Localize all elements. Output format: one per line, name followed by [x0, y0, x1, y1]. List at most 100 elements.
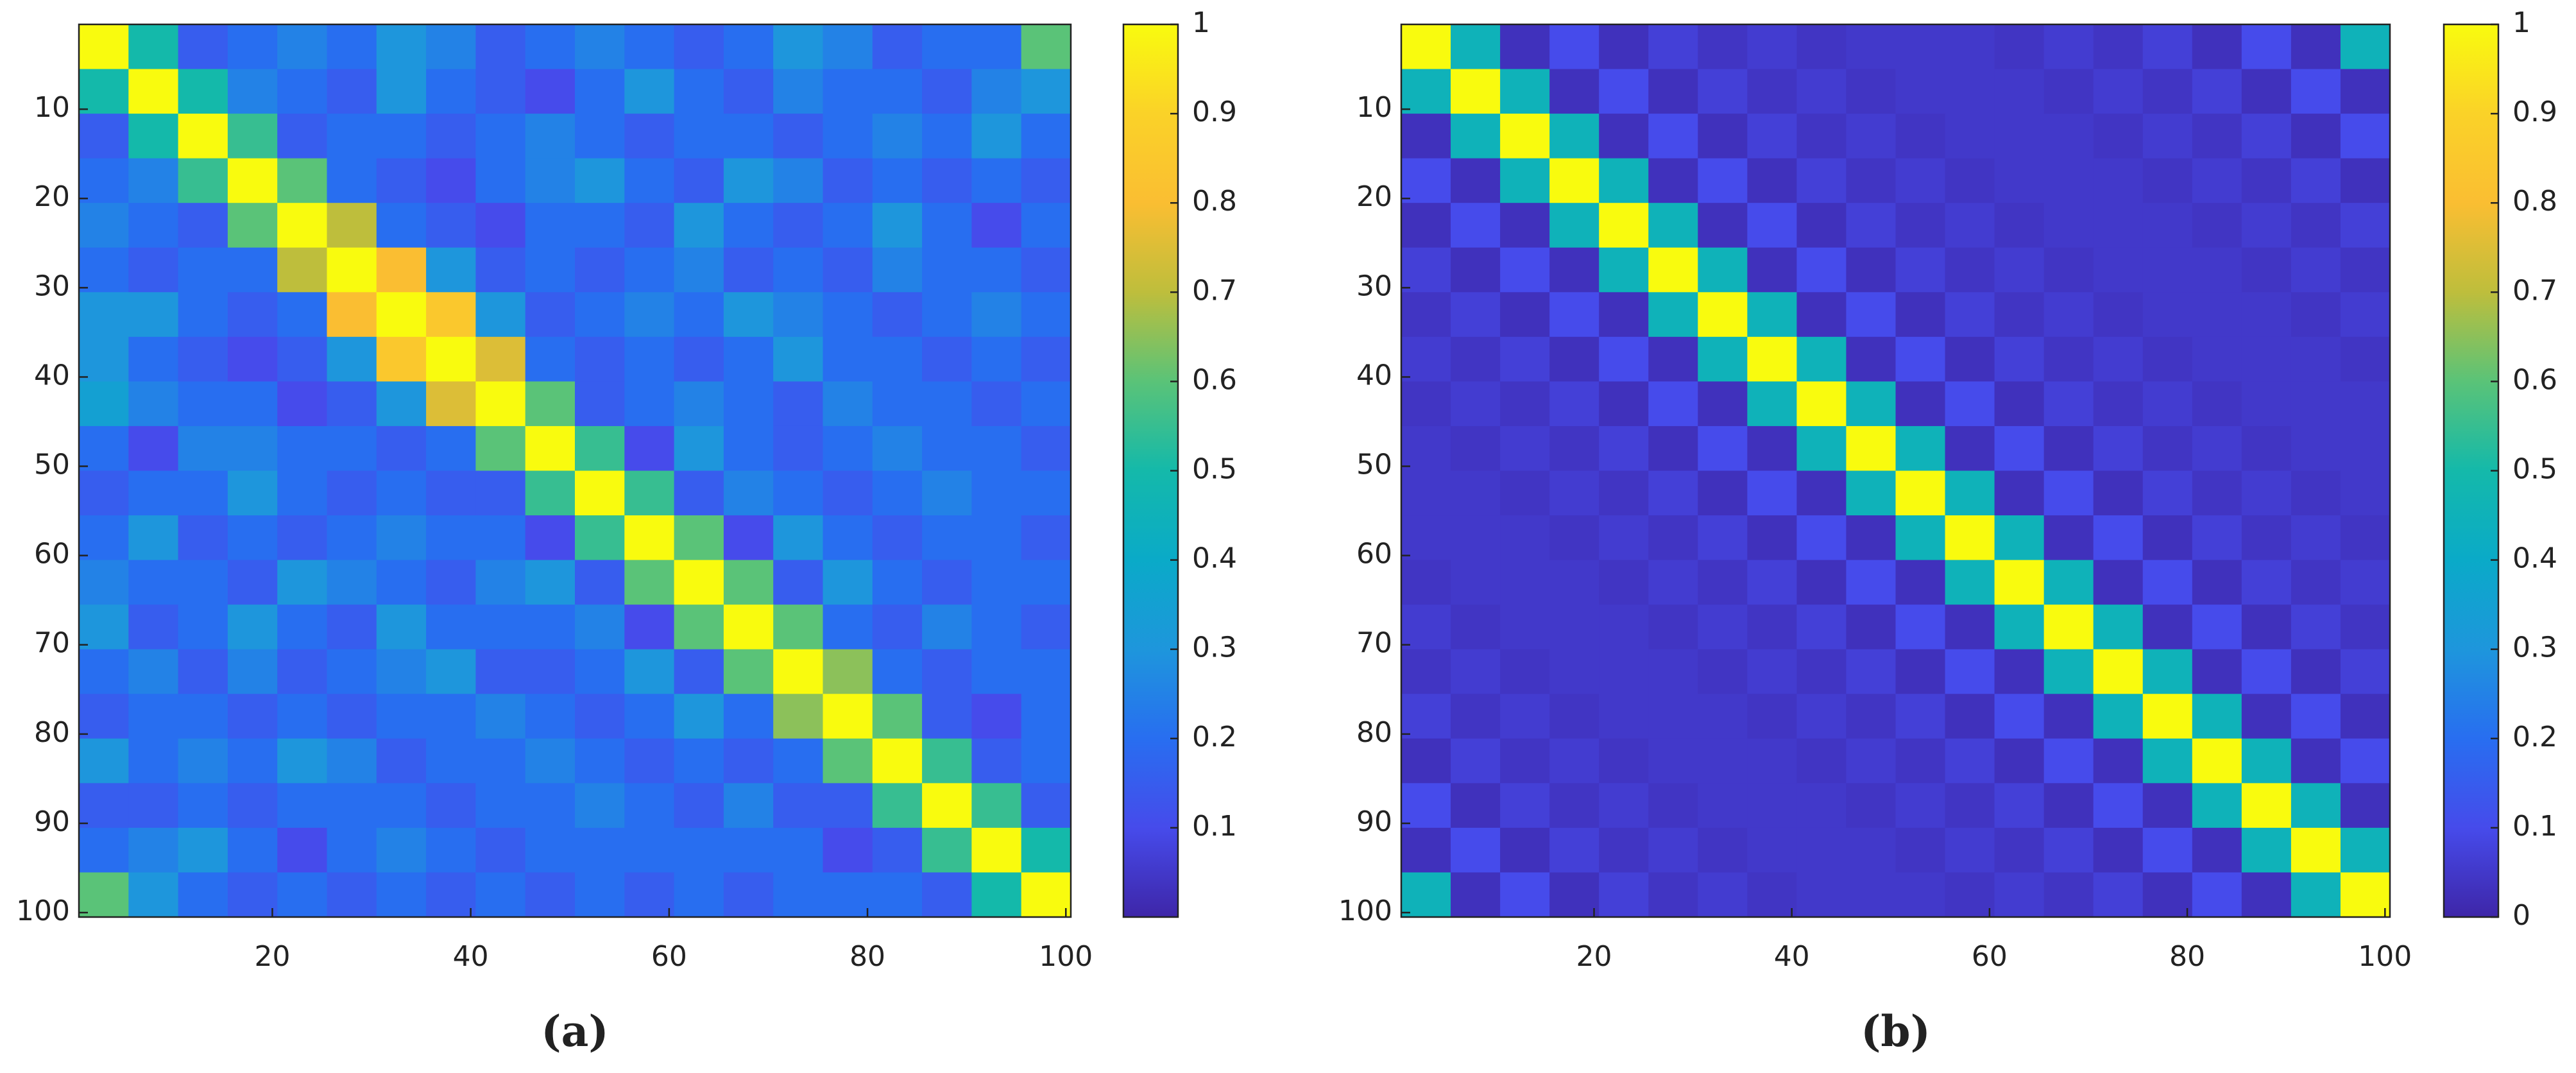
heatmap-cell	[1549, 783, 1599, 828]
heatmap-cell	[2192, 694, 2242, 739]
heatmap-cell	[1945, 649, 1995, 694]
heatmap-cell	[1648, 292, 1698, 338]
heatmap-cell	[1401, 470, 1451, 516]
y-tick-label: 80	[34, 716, 70, 749]
y-tick-label: 50	[34, 449, 70, 481]
heatmap-cell	[2093, 515, 2144, 561]
heatmap-cell	[2043, 336, 2094, 382]
heatmap-cell	[1451, 425, 1501, 472]
heatmap-cell	[1451, 381, 1501, 427]
heatmap-cell	[475, 381, 526, 427]
heatmap-cell	[475, 158, 526, 203]
heatmap-cell	[1599, 783, 1649, 828]
heatmap-cell	[277, 425, 328, 472]
heatmap-cell	[227, 114, 278, 159]
heatmap-cell	[227, 292, 278, 338]
heatmap-cell	[1599, 827, 1649, 873]
heatmap-cell	[1599, 114, 1649, 159]
y-tick-label: 50	[1356, 449, 1392, 481]
heatmap-cell	[1747, 605, 1797, 650]
heatmap-cell	[1549, 425, 1599, 472]
heatmap-cell	[79, 649, 129, 694]
heatmap-cell	[1945, 381, 1995, 427]
heatmap-cell	[128, 114, 179, 159]
heatmap-cell	[1021, 605, 1071, 650]
heatmap-cell	[1021, 158, 1071, 203]
y-tick-label: 70	[1356, 627, 1392, 660]
heatmap-cell	[2340, 783, 2391, 828]
heatmap-cell	[674, 470, 724, 516]
heatmap-cell	[2043, 872, 2094, 918]
heatmap-cell	[227, 827, 278, 873]
heatmap-cell	[1747, 69, 1797, 114]
heatmap-cell	[723, 69, 774, 114]
heatmap-cell	[1401, 69, 1451, 114]
heatmap-cell	[426, 515, 476, 561]
heatmap-cell	[1698, 381, 1748, 427]
heatmap-cell	[525, 827, 576, 873]
heatmap-cell	[128, 69, 179, 114]
heatmap-cell	[1451, 114, 1501, 159]
heatmap-cell	[2142, 292, 2193, 338]
heatmap-cell	[1796, 694, 1847, 739]
heatmap-cell	[227, 158, 278, 203]
heatmap-cell	[922, 649, 972, 694]
heatmap-cell	[1648, 649, 1698, 694]
heatmap-cell	[2340, 827, 2391, 873]
heatmap-cell	[674, 425, 724, 472]
heatmap-cell	[128, 738, 179, 784]
heatmap-cell	[475, 738, 526, 784]
heatmap-cell	[1846, 336, 1897, 382]
heatmap-cell	[2290, 24, 2341, 70]
heatmap-cell	[1796, 292, 1847, 338]
heatmap-cell	[376, 69, 427, 114]
heatmap-cell	[872, 872, 923, 918]
heatmap-cell	[79, 872, 129, 918]
heatmap-cell	[1895, 605, 1946, 650]
heatmap-cell	[1846, 158, 1897, 203]
colorbar-tick-label: 0.3	[2512, 631, 2557, 664]
colorbar-tick-label: 0.2	[2512, 721, 2557, 753]
heatmap-cell	[922, 783, 972, 828]
heatmap-cell	[79, 827, 129, 873]
heatmap-cell	[1945, 872, 1995, 918]
heatmap-cell	[674, 69, 724, 114]
heatmap-cell	[674, 515, 724, 561]
heatmap-cell	[1599, 158, 1649, 203]
heatmap-cell	[575, 336, 625, 382]
heatmap-cell	[79, 114, 129, 159]
heatmap-cell	[922, 560, 972, 605]
heatmap-cell	[1451, 69, 1501, 114]
heatmap-cell	[128, 560, 179, 605]
heatmap-cell	[1895, 827, 1946, 873]
heatmap-cell	[1796, 158, 1847, 203]
heatmap-cell	[2241, 738, 2292, 784]
heatmap-cell	[922, 24, 972, 70]
heatmap-cell	[1401, 694, 1451, 739]
heatmap-cell	[426, 827, 476, 873]
heatmap-cell	[2192, 827, 2242, 873]
heatmap-cell	[1401, 24, 1451, 70]
heatmap-cell	[1994, 69, 2045, 114]
heatmap-cell	[2093, 872, 2144, 918]
heatmap-cell	[1945, 605, 1995, 650]
y-tick-label: 40	[34, 359, 70, 391]
heatmap-cell	[1994, 738, 2045, 784]
heatmap-cell	[2192, 425, 2242, 472]
heatmap-cell	[1648, 738, 1698, 784]
heatmap-cell	[823, 203, 873, 248]
heatmap-cell	[1895, 203, 1946, 248]
heatmap-cell	[327, 247, 377, 293]
heatmap-cell	[723, 24, 774, 70]
heatmap-cell	[1747, 738, 1797, 784]
heatmap-cell	[2340, 649, 2391, 694]
heatmap-cell	[872, 203, 923, 248]
x-tick-label: 20	[1576, 940, 1612, 973]
heatmap-cell	[2192, 872, 2242, 918]
heatmap-cell	[1549, 24, 1599, 70]
heatmap-cell	[1021, 425, 1071, 472]
heatmap-cell	[575, 827, 625, 873]
heatmap-cell	[1451, 738, 1501, 784]
y-tick-label: 60	[1356, 538, 1392, 571]
heatmap-cell	[475, 872, 526, 918]
